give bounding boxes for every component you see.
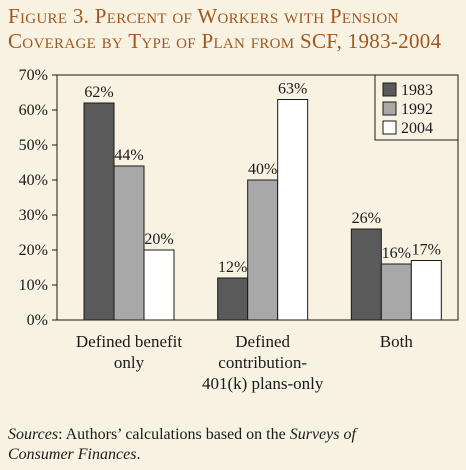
source-label: Sources <box>8 426 59 443</box>
chart-title-line-2: Coverage by Type of Plan from SCF, 1983-… <box>8 29 442 53</box>
source-italic-1: Surveys of <box>289 426 356 443</box>
legend-label: 2004 <box>401 120 433 137</box>
y-tick-label: 50% <box>19 137 48 154</box>
x-category-label: contribution- <box>218 353 307 372</box>
bar-chart: 0% 10% 20% 30% 40% 50% 60% 70% 62% 44% 20% Defined … <box>19 67 459 393</box>
data-label: 16% <box>382 245 411 262</box>
data-label: 17% <box>412 242 441 259</box>
x-category-label: Defined <box>235 332 290 351</box>
source-italic-2: Consumer Finances <box>8 446 137 463</box>
y-tick-label: 10% <box>19 277 48 294</box>
bar-1992 <box>247 179 279 321</box>
chart-title: Figure 3. Percent of Workers with Pensio… <box>8 4 458 54</box>
legend-swatch-1983 <box>382 82 397 97</box>
x-category-label: 401(k) plans-only <box>202 374 324 393</box>
y-tick-label: 40% <box>19 172 48 189</box>
y-tick-label: 70% <box>19 67 48 84</box>
x-category-label: Defined benefit <box>76 332 182 351</box>
y-tick-label: 20% <box>19 242 48 259</box>
data-label: 62% <box>84 84 113 101</box>
source-note: Sources: Authors’ calculations based on … <box>8 425 458 465</box>
y-tick-label: 0% <box>27 312 48 329</box>
data-label: 44% <box>114 147 143 164</box>
legend-swatch-2004 <box>382 120 397 135</box>
legend-label: 1983 <box>401 82 433 99</box>
data-label: 63% <box>278 81 307 98</box>
data-label: 40% <box>248 161 277 178</box>
x-category-label: only <box>114 353 145 372</box>
source-text: : Authors’ calculations based on the <box>58 426 290 443</box>
x-category-label: Both <box>380 332 414 351</box>
data-label: 20% <box>144 231 173 248</box>
legend-label: 1992 <box>401 101 433 118</box>
chart-title-line-1: Figure 3. Percent of Workers with Pensio… <box>8 4 399 28</box>
source-end: . <box>136 446 141 463</box>
bar-1983 <box>83 102 115 321</box>
bar-1992 <box>113 165 145 321</box>
data-label: 12% <box>218 259 247 276</box>
y-tick-label: 30% <box>19 207 48 224</box>
bar-1992 <box>380 263 412 321</box>
y-tick-label: 60% <box>19 102 48 119</box>
bar-2004 <box>143 249 175 321</box>
bar-1983 <box>217 277 249 321</box>
bar-2004 <box>277 99 309 321</box>
legend-swatch-1992 <box>382 101 397 116</box>
bar-1983 <box>350 228 382 321</box>
data-label: 26% <box>352 210 381 227</box>
bar-2004 <box>410 260 442 321</box>
